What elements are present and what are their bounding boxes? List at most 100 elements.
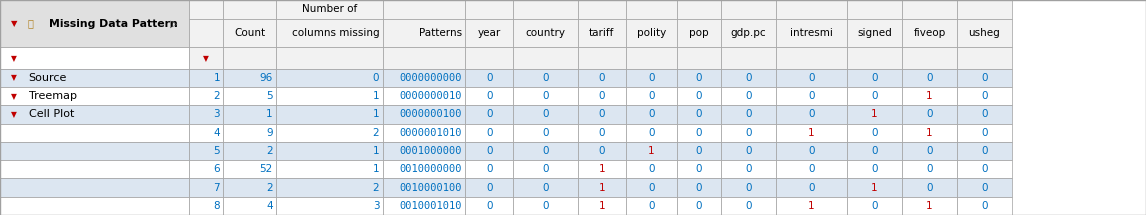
Text: Source: Source <box>29 73 66 83</box>
Bar <box>721 105 776 124</box>
Bar <box>465 142 513 160</box>
Bar <box>578 142 626 160</box>
Bar <box>578 47 626 69</box>
Bar <box>383 124 465 142</box>
Bar <box>721 69 776 87</box>
Bar <box>189 69 223 87</box>
Bar <box>513 178 578 197</box>
Bar <box>578 87 626 105</box>
Text: 0: 0 <box>871 146 878 156</box>
Text: ▼: ▼ <box>203 54 210 63</box>
Bar <box>677 47 721 69</box>
Bar <box>776 87 847 105</box>
Bar <box>276 178 383 197</box>
Text: 1: 1 <box>871 183 878 193</box>
Bar <box>721 160 776 178</box>
Text: 52: 52 <box>259 164 273 174</box>
Bar <box>776 142 847 160</box>
Text: 1: 1 <box>871 109 878 120</box>
Bar <box>465 47 513 69</box>
Text: 0: 0 <box>926 73 933 83</box>
Bar <box>223 124 276 142</box>
Text: 0: 0 <box>981 146 988 156</box>
Bar <box>0 47 189 69</box>
Text: 7: 7 <box>213 183 220 193</box>
Text: 0: 0 <box>696 73 702 83</box>
Bar <box>721 197 776 215</box>
Text: 0: 0 <box>808 164 815 174</box>
Bar <box>276 19 383 47</box>
Bar <box>276 69 383 87</box>
Text: polity: polity <box>637 28 666 38</box>
Bar <box>776 178 847 197</box>
Bar <box>957 69 1012 87</box>
Bar <box>677 105 721 124</box>
Text: 0: 0 <box>486 164 493 174</box>
Bar <box>383 178 465 197</box>
Text: 0: 0 <box>808 73 815 83</box>
Text: 0: 0 <box>542 91 549 101</box>
Bar <box>847 105 902 124</box>
Text: 0: 0 <box>808 109 815 120</box>
Bar <box>776 0 847 19</box>
Text: 0010000100: 0010000100 <box>399 183 462 193</box>
Text: 0: 0 <box>696 146 702 156</box>
Text: 0: 0 <box>542 109 549 120</box>
Bar <box>578 0 626 19</box>
Bar <box>513 160 578 178</box>
Text: 1: 1 <box>926 128 933 138</box>
Bar <box>0 0 189 47</box>
Text: 1: 1 <box>598 164 605 174</box>
Bar <box>513 87 578 105</box>
Text: 0: 0 <box>871 128 878 138</box>
Text: 0: 0 <box>486 91 493 101</box>
Bar <box>513 142 578 160</box>
Text: 0: 0 <box>649 128 654 138</box>
Bar <box>902 124 957 142</box>
Bar <box>847 124 902 142</box>
Text: 0: 0 <box>926 146 933 156</box>
Text: 0: 0 <box>745 201 752 211</box>
Bar <box>513 19 578 47</box>
Bar <box>189 87 223 105</box>
Text: Number of: Number of <box>301 5 358 14</box>
Text: 2: 2 <box>372 128 379 138</box>
Bar <box>276 124 383 142</box>
Text: 5: 5 <box>213 146 220 156</box>
Bar <box>721 19 776 47</box>
Bar <box>957 0 1012 19</box>
Bar <box>276 47 383 69</box>
Text: 1: 1 <box>372 91 379 101</box>
Bar <box>626 142 677 160</box>
Bar <box>223 197 276 215</box>
Bar <box>626 160 677 178</box>
Text: Treemap: Treemap <box>29 91 77 101</box>
Text: 0: 0 <box>745 183 752 193</box>
Bar <box>847 87 902 105</box>
Text: 0: 0 <box>696 183 702 193</box>
Bar <box>223 142 276 160</box>
Bar <box>721 0 776 19</box>
Bar <box>902 105 957 124</box>
Text: 0000000100: 0000000100 <box>399 109 462 120</box>
Bar <box>465 178 513 197</box>
Bar <box>465 0 513 19</box>
Bar <box>276 197 383 215</box>
Bar <box>465 87 513 105</box>
Text: 0: 0 <box>745 146 752 156</box>
Bar <box>626 19 677 47</box>
Text: 2: 2 <box>372 183 379 193</box>
Bar <box>902 19 957 47</box>
Bar <box>223 105 276 124</box>
Bar <box>776 105 847 124</box>
Bar <box>957 105 1012 124</box>
Text: 0: 0 <box>486 201 493 211</box>
Text: 0: 0 <box>871 164 878 174</box>
Bar <box>721 47 776 69</box>
Bar <box>189 124 223 142</box>
Bar <box>677 0 721 19</box>
Text: ▷: ▷ <box>170 19 178 29</box>
Bar <box>677 124 721 142</box>
Bar <box>957 87 1012 105</box>
Bar <box>189 197 223 215</box>
